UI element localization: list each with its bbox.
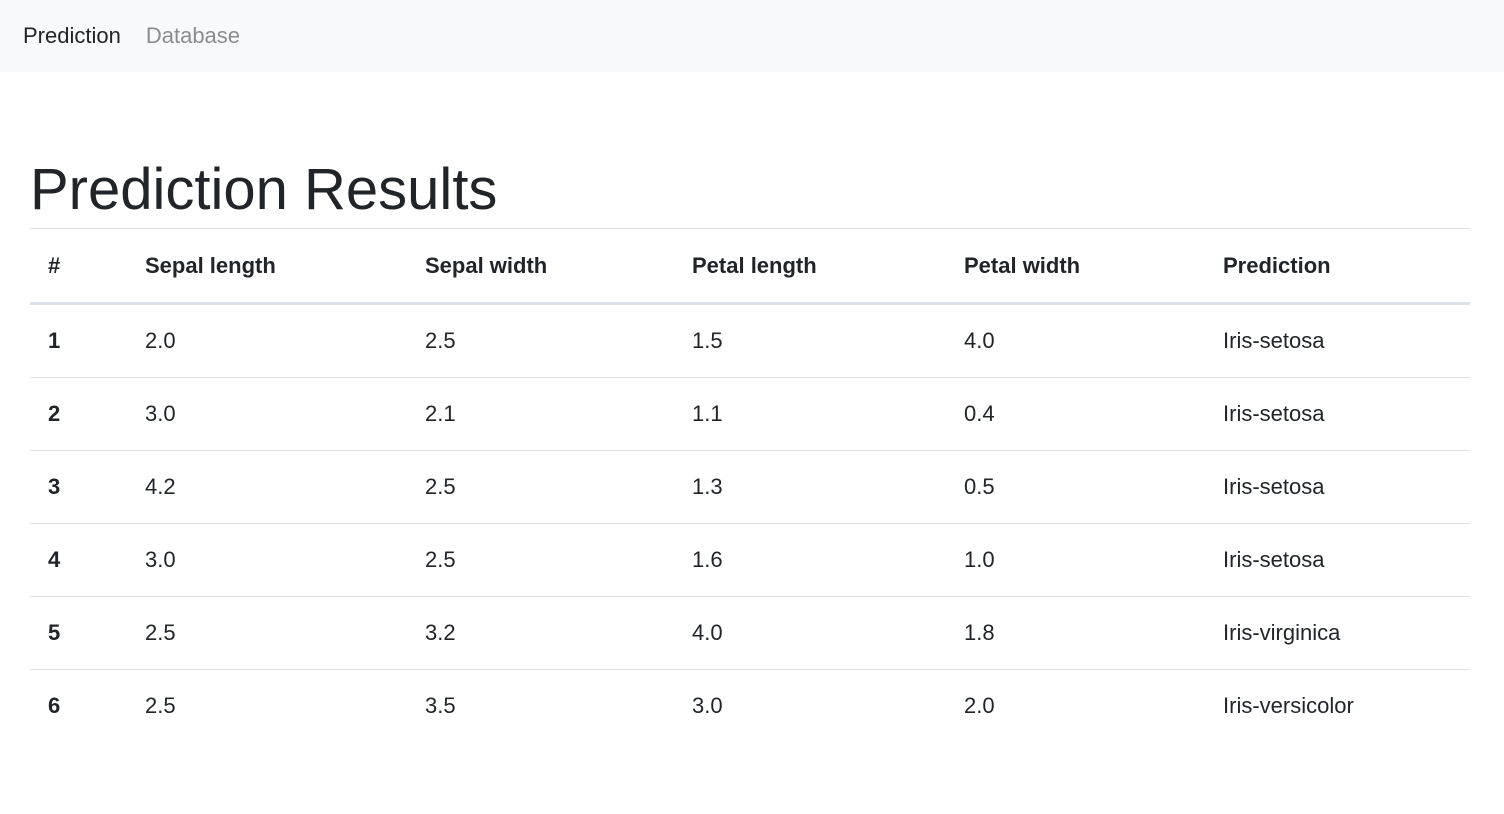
table-row: 5 2.5 3.2 4.0 1.8 Iris-virginica bbox=[30, 596, 1470, 670]
cell-petal-width: 0.4 bbox=[946, 377, 1205, 451]
cell-petal-width: 0.5 bbox=[946, 450, 1205, 524]
main-container: Prediction Results # Sepal length Sepal … bbox=[0, 72, 1504, 742]
cell-prediction: Iris-setosa bbox=[1205, 303, 1470, 378]
table-row: 3 4.2 2.5 1.3 0.5 Iris-setosa bbox=[30, 450, 1470, 524]
cell-sepal-length: 2.5 bbox=[145, 693, 176, 718]
cell-petal-length: 4.0 bbox=[674, 596, 946, 670]
cell-sepal-length: 3.0 bbox=[127, 523, 407, 597]
cell-sepal-length: 2.0 bbox=[127, 303, 407, 378]
table-row: 2 3.0 2.1 1.1 0.4 Iris-setosa bbox=[30, 377, 1470, 451]
header-sepal-length: Sepal length bbox=[127, 228, 407, 305]
cell-sepal-length: 4.2 bbox=[127, 450, 407, 524]
cell-sepal-length: 3.0 bbox=[127, 377, 407, 451]
cell-sepal-width: 2.5 bbox=[407, 303, 674, 378]
cell-prediction: Iris-setosa bbox=[1205, 523, 1470, 597]
table-body: 1 2.0 2.5 1.5 4.0 Iris-setosa 2 3.0 2.1 … bbox=[30, 303, 1470, 743]
cell-petal-width: 1.8 bbox=[946, 596, 1205, 670]
cell-prediction: Iris-setosa bbox=[1205, 450, 1470, 524]
table-header: # Sepal length Sepal width Petal length … bbox=[30, 228, 1470, 305]
cell-sepal-length: 2.5 bbox=[127, 596, 407, 670]
nav-link-prediction[interactable]: Prediction bbox=[23, 23, 121, 48]
cell-index: 4 bbox=[30, 523, 127, 597]
cell-petal-width: 4.0 bbox=[946, 303, 1205, 378]
cell-petal-length: 1.6 bbox=[674, 523, 946, 597]
cell-prediction: Iris-versicolor bbox=[1223, 693, 1354, 718]
cell-petal-width: 1.0 bbox=[946, 523, 1205, 597]
header-petal-width: Petal width bbox=[946, 228, 1205, 305]
cell-index: 2 bbox=[30, 377, 127, 451]
cell-index: 6 bbox=[48, 693, 61, 718]
cell-prediction: Iris-virginica bbox=[1205, 596, 1470, 670]
navbar: Prediction Database bbox=[0, 0, 1504, 72]
cell-sepal-width: 2.5 bbox=[407, 523, 674, 597]
cell-prediction: Iris-setosa bbox=[1205, 377, 1470, 451]
cell-index: 3 bbox=[30, 450, 127, 524]
table-row: 1 2.0 2.5 1.5 4.0 Iris-setosa bbox=[30, 303, 1470, 378]
results-table: # Sepal length Sepal width Petal length … bbox=[30, 228, 1470, 742]
cell-petal-length: 1.3 bbox=[674, 450, 946, 524]
cell-index: 5 bbox=[30, 596, 127, 670]
header-index: # bbox=[30, 228, 127, 305]
header-petal-length: Petal length bbox=[674, 228, 946, 305]
page-title: Prediction Results bbox=[30, 157, 498, 222]
cell-sepal-width: 2.1 bbox=[407, 377, 674, 451]
table-row: 6 2.5 3.5 3.0 2.0 Iris-versicolor bbox=[30, 670, 1470, 743]
header-sepal-width: Sepal width bbox=[407, 228, 674, 305]
cell-petal-length: 3.0 bbox=[692, 693, 723, 718]
cell-petal-length: 1.5 bbox=[674, 303, 946, 378]
nav-link-database[interactable]: Database bbox=[145, 23, 241, 48]
cell-sepal-width: 3.5 bbox=[425, 693, 456, 718]
cell-sepal-width: 3.2 bbox=[407, 596, 674, 670]
header-row: # Sepal length Sepal width Petal length … bbox=[30, 228, 1470, 305]
cell-petal-length: 1.1 bbox=[674, 377, 946, 451]
cell-petal-width: 2.0 bbox=[964, 693, 995, 718]
table-row: 4 3.0 2.5 1.6 1.0 Iris-setosa bbox=[30, 523, 1470, 597]
header-prediction: Prediction bbox=[1205, 228, 1470, 305]
cell-sepal-width: 2.5 bbox=[407, 450, 674, 524]
cell-index: 1 bbox=[30, 303, 127, 378]
